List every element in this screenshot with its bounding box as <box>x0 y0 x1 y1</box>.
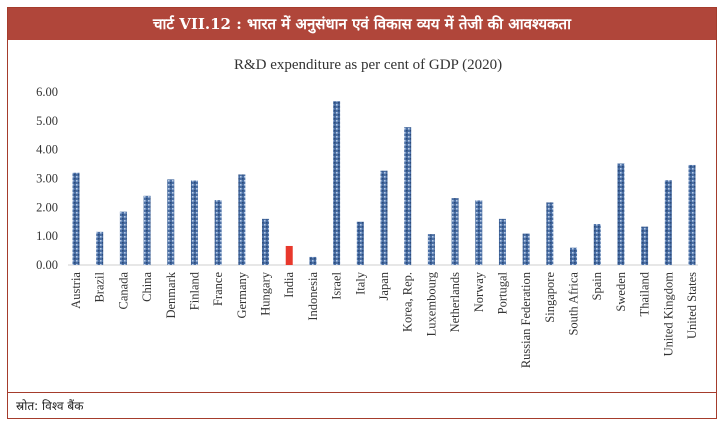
bar-portugal <box>498 218 506 265</box>
bar-spain <box>593 224 601 265</box>
x-tick-label: Brazil <box>93 271 107 302</box>
bar-italy <box>356 221 364 265</box>
x-tick-label: Austria <box>69 272 83 309</box>
bar-hungary <box>262 218 270 265</box>
bar-singapore <box>546 202 554 265</box>
source-note: स्रोत: विश्व बैंक <box>8 392 716 418</box>
bar-india <box>285 245 293 265</box>
bar-japan <box>380 170 388 265</box>
chart-subtitle: R&D expenditure as per cent of GDP (2020… <box>234 57 502 73</box>
bar-indonesia <box>309 256 317 265</box>
y-tick-label: 3.00 <box>36 172 58 186</box>
y-tick-label: 2.00 <box>36 200 58 214</box>
x-tick-label: Indonesia <box>306 272 320 321</box>
x-tick-label: Singapore <box>543 272 557 323</box>
y-tick-label: 4.00 <box>36 143 58 157</box>
x-tick-label: Netherlands <box>448 272 462 333</box>
bar-brazil <box>96 231 104 265</box>
x-tick-label: United States <box>685 272 699 339</box>
x-tick-label: Denmark <box>164 271 178 318</box>
bar-netherlands <box>451 198 459 265</box>
x-tick-label: Finland <box>187 271 201 310</box>
chart-header: चार्ट VII.12 : भारत में अनुसंधान एवं विक… <box>8 8 716 40</box>
y-tick-label: 5.00 <box>36 114 58 128</box>
bar-united-states <box>688 164 696 265</box>
x-tick-label: Thailand <box>638 271 652 316</box>
bar-china <box>143 195 151 265</box>
bar-russian-federation <box>522 233 530 265</box>
y-tick-label: 6.00 <box>36 85 58 99</box>
x-tick-label: Japan <box>377 271 391 300</box>
x-tick-label: Hungary <box>259 271 273 315</box>
x-tick-label: Canada <box>116 272 130 310</box>
x-tick-label: Norway <box>472 271 486 312</box>
bar-south-africa <box>570 247 578 265</box>
bar-finland <box>190 180 198 265</box>
bar-korea-rep- <box>404 127 412 265</box>
x-tick-label: Italy <box>353 271 367 295</box>
x-tick-label: Sweden <box>614 271 628 311</box>
x-tick-label: Russian Federation <box>519 271 533 368</box>
x-tick-label: Portugal <box>495 271 509 314</box>
x-tick-label: China <box>140 272 154 302</box>
chart-frame: चार्ट VII.12 : भारत में अनुसंधान एवं विक… <box>7 7 717 419</box>
bar-thailand <box>641 226 649 265</box>
x-tick-label: India <box>282 272 296 298</box>
bar-israel <box>333 101 341 265</box>
x-tick-label: Germany <box>235 271 249 318</box>
bar-germany <box>238 174 246 265</box>
x-tick-label: Luxembourg <box>424 271 438 336</box>
bar-austria <box>72 172 80 265</box>
bar-united-kingdom <box>664 180 672 265</box>
x-tick-label: Korea, Rep. <box>401 272 415 332</box>
bar-canada <box>119 211 127 265</box>
bar-france <box>214 200 222 265</box>
x-tick-label: South Africa <box>567 272 581 336</box>
bar-denmark <box>167 179 175 265</box>
y-tick-label: 0.00 <box>36 258 58 272</box>
bar-norway <box>475 200 483 265</box>
y-tick-label: 1.00 <box>36 229 58 243</box>
bar-luxembourg <box>427 234 435 265</box>
x-tick-label: Spain <box>590 271 604 300</box>
bar-sweden <box>617 163 625 265</box>
x-tick-label: France <box>211 272 225 306</box>
x-tick-label: United Kingdom <box>661 272 675 357</box>
x-tick-label: Israel <box>330 271 344 299</box>
bar-chart: R&D expenditure as per cent of GDP (2020… <box>36 57 699 368</box>
